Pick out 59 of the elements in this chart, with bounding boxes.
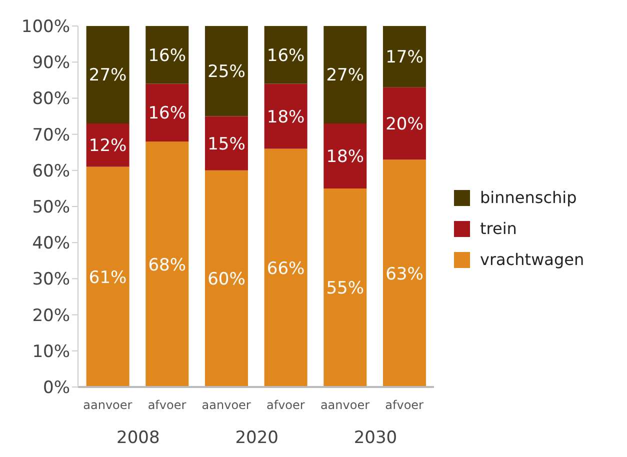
data-label: 60% <box>208 270 246 290</box>
bar <box>146 84 189 142</box>
data-label: 20% <box>386 114 424 134</box>
bar <box>204 116 248 170</box>
y-tick-label: 80% <box>32 89 70 110</box>
y-tick-label: 100% <box>21 17 70 38</box>
x-tick-label: aanvoer <box>320 398 370 412</box>
x-tick-label: afvoer <box>385 398 424 412</box>
bar <box>324 123 367 188</box>
y-tick-label: 10% <box>32 342 70 362</box>
data-label: 18% <box>266 107 305 128</box>
y-tick-label: 90% <box>32 53 70 74</box>
text: 2020 <box>235 428 278 448</box>
bar <box>264 26 308 84</box>
data-label: 16% <box>148 104 186 124</box>
x-tick-label: afvoer <box>266 398 305 412</box>
data-label: 25% <box>208 62 246 82</box>
bar <box>324 26 367 124</box>
legend-label: trein <box>480 219 517 238</box>
data-label: 16% <box>148 46 186 66</box>
data-label: 16% <box>266 46 305 66</box>
data-label: 63% <box>386 264 424 284</box>
data-label: 55% <box>326 278 364 299</box>
bar <box>382 26 426 88</box>
y-tick-label: 70% <box>32 125 70 146</box>
bar <box>146 142 189 387</box>
data-label: 66% <box>266 258 305 279</box>
bar <box>382 160 426 387</box>
bar <box>146 26 189 84</box>
y-tick-label: 20% <box>32 306 70 326</box>
data-label: 68% <box>148 255 186 276</box>
data-label: 18% <box>326 146 364 167</box>
bar <box>204 26 248 116</box>
bar <box>264 84 308 149</box>
y-tick-label: 60% <box>32 161 70 182</box>
legend-label: vrachtwagen <box>480 250 584 269</box>
bar <box>264 148 308 387</box>
bar <box>86 26 130 124</box>
bar <box>324 188 367 387</box>
bar <box>86 166 130 387</box>
text: 2008 <box>116 428 160 448</box>
bar <box>382 87 426 160</box>
bar <box>86 123 130 167</box>
y-tick-label: 0% <box>43 378 70 398</box>
y-tick-label: 50% <box>32 198 70 218</box>
legend-label: binnenschip <box>480 188 577 207</box>
data-label: 12% <box>88 136 127 156</box>
data-label: 15% <box>208 134 246 154</box>
x-tick-label: aanvoer <box>83 398 132 412</box>
data-label: 17% <box>386 48 424 68</box>
y-tick-label: 30% <box>32 270 70 290</box>
x-tick-label: aanvoer <box>202 398 251 412</box>
bar <box>204 170 248 387</box>
data-label: 27% <box>326 66 364 86</box>
data-label: 27% <box>88 66 127 86</box>
y-tick-label: 40% <box>32 234 70 254</box>
x-tick-label: afvoer <box>148 398 186 412</box>
data-label: 61% <box>88 268 127 288</box>
text: 2030 <box>354 428 398 448</box>
